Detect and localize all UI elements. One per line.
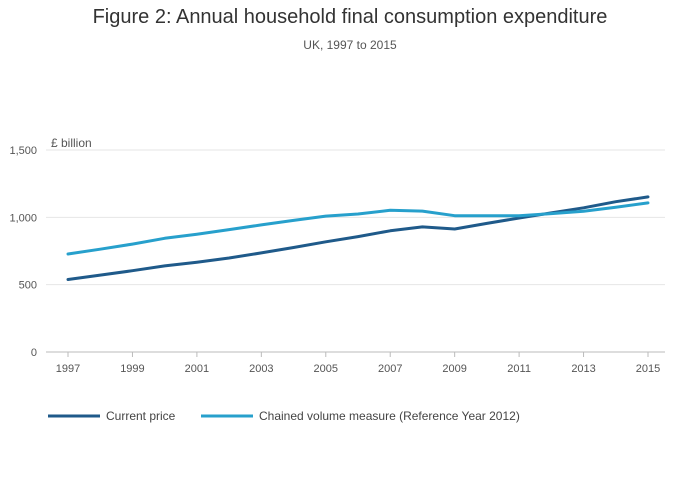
x-tick-label: 2001 [185, 363, 209, 375]
legend-label[interactable]: Current price [106, 409, 176, 423]
x-tick-label: 1997 [56, 363, 80, 375]
chart-subtitle: UK, 1997 to 2015 [303, 38, 397, 52]
x-tick-label: 2005 [314, 363, 338, 375]
y-axis-label: £ billion [51, 136, 92, 150]
chart-title: Figure 2: Annual household final consump… [92, 6, 608, 28]
legend: Current price Chained volume measure (Ref… [48, 409, 520, 423]
y-tick-label: 500 [19, 280, 37, 292]
x-tick-label: 2007 [378, 363, 402, 375]
series-line-2[interactable] [66, 201, 650, 256]
y-tick-label: 1,500 [9, 145, 37, 157]
x-tick-label: 1999 [120, 363, 144, 375]
x-axis: 1997 1999 2001 2003 2005 2007 2009 2011 2013 2015 [56, 352, 660, 375]
y-tick-label: 0 [31, 347, 37, 359]
x-tick-label: 2011 [507, 363, 531, 375]
series-lines [66, 195, 650, 281]
legend-label[interactable]: Chained volume measure (Reference Year 2… [259, 409, 520, 423]
x-tick-label: 2003 [249, 363, 273, 375]
gridlines [46, 149, 665, 353]
y-axis-ticks: 0 500 1,000 1,500 [9, 145, 37, 359]
series-line-1[interactable] [66, 195, 650, 281]
x-tick-label: 2015 [636, 363, 660, 375]
x-tick-label: 2009 [442, 363, 466, 375]
x-tick-label: 2013 [571, 363, 595, 375]
y-tick-label: 1,000 [9, 212, 37, 224]
